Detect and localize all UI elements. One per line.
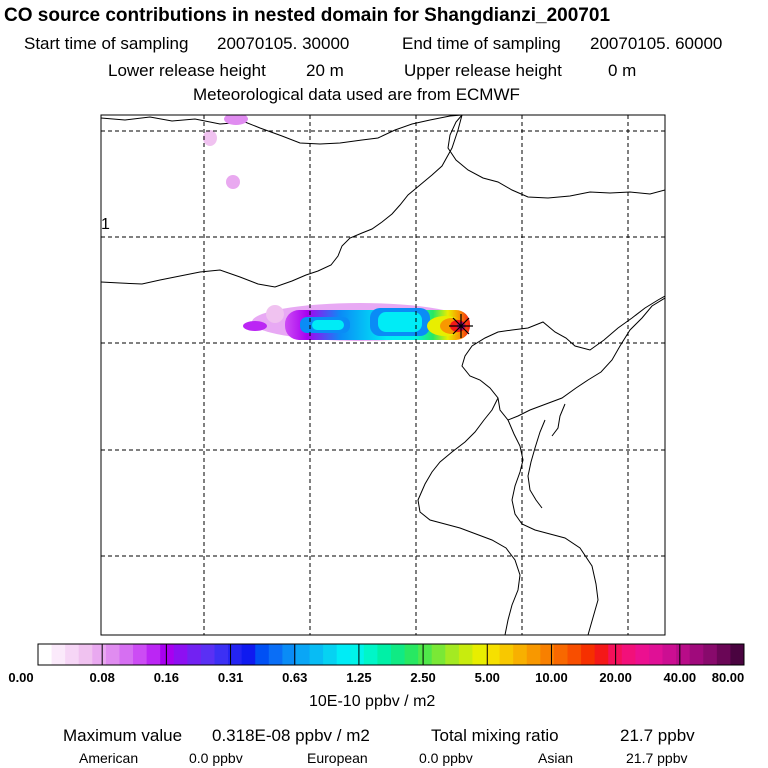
european-value: 0.0 ppbv	[419, 750, 473, 766]
end-time-label: End time of sampling	[402, 34, 561, 53]
colorbar-cell	[418, 644, 433, 665]
max-value-label: Maximum value	[63, 726, 183, 745]
colorbar-tick-label: 0.08	[89, 670, 115, 685]
colorbar-tick-label: 20.00	[599, 670, 632, 685]
colorbar-cell	[689, 644, 704, 665]
asian-label: Asian	[538, 750, 574, 766]
colorbar-cell	[146, 644, 161, 665]
colorbar-cell	[173, 644, 188, 665]
colorbar	[37, 643, 745, 666]
colorbar-cell	[716, 644, 731, 665]
colorbar-cell	[336, 644, 351, 665]
colorbar-cell	[648, 644, 664, 665]
colorbar-cell	[431, 644, 446, 665]
colorbar-tick-label: 1.25	[346, 670, 372, 685]
scattered-patches	[203, 115, 248, 189]
colorbar-cell	[581, 644, 596, 665]
colorbar-cell	[363, 644, 378, 665]
star-marker	[449, 314, 473, 338]
american-value: 0.0 ppbv	[189, 750, 243, 766]
colorbar-cell	[458, 644, 473, 665]
colorbar-cell	[676, 644, 691, 665]
colorbar-cell	[526, 644, 541, 665]
colorbar-cell	[160, 644, 175, 665]
colorbar-cell	[78, 644, 93, 665]
colorbar-cell	[92, 644, 107, 665]
colorbar-tick-label: 80.00	[711, 670, 745, 685]
colorbar-tick-label: 5.00	[474, 670, 500, 685]
colorbar-cell	[105, 644, 120, 665]
colorbar-cell	[51, 644, 66, 665]
upper-release-value: 0 m	[608, 61, 637, 80]
colorbar-cell	[703, 644, 718, 665]
colorbar-cell	[350, 644, 365, 665]
colorbar-cell	[662, 644, 677, 665]
max-value: 0.318E-08 ppbv / m2	[212, 726, 370, 745]
colorbar-cell	[499, 644, 514, 665]
colorbar-cell	[241, 644, 256, 665]
colorbar-cell	[214, 644, 229, 665]
colorbar-frame	[37, 643, 745, 666]
colorbar-cell	[282, 644, 297, 665]
colorbar-cell	[635, 644, 650, 665]
grid-lines	[101, 115, 665, 635]
colorbar-tick-label: 0.00	[8, 670, 34, 685]
colorbar-tick-label: 40.00	[663, 670, 697, 685]
colorbar-tick-label: 0.16	[153, 670, 180, 685]
colorbar-cell	[621, 644, 636, 665]
colorbar-tick-label: 2.50	[410, 670, 436, 685]
start-time-value: 20070105. 30000	[217, 34, 350, 53]
colorbar-cell	[553, 644, 568, 665]
colorbar-cell	[323, 644, 338, 665]
colorbar-cell	[228, 644, 243, 665]
colorbar-cell	[567, 644, 582, 665]
colorbar-cell	[391, 644, 406, 665]
colorbar-cell	[255, 644, 270, 665]
colorbar-unit: 10E-10 ppbv / m2	[309, 693, 436, 710]
american-label: American	[79, 750, 139, 766]
lower-release-label: Lower release height	[108, 61, 266, 80]
total-mixing-label: Total mixing ratio	[431, 726, 559, 745]
colorbar-cell	[513, 644, 528, 665]
map-frame	[100, 114, 666, 636]
coastline-lines	[101, 115, 665, 635]
colorbar-tick-label: 10.00	[535, 670, 568, 685]
colorbar-cell	[309, 644, 324, 665]
colorbar-cell	[377, 644, 392, 665]
colorbar-cell	[730, 644, 745, 665]
colorbar-cell	[295, 644, 311, 665]
colorbar-cell	[133, 644, 148, 665]
upper-release-label: Upper release height	[404, 61, 562, 80]
plot-title: CO source contributions in nested domain…	[4, 5, 611, 26]
colorbar-tick-label: 0.63	[282, 670, 308, 685]
start-time-label: Start time of sampling	[24, 34, 189, 53]
colorbar-cell	[472, 644, 487, 665]
colorbar-cell	[540, 644, 555, 665]
colorbar-cell	[445, 644, 460, 665]
colorbar-cell	[200, 644, 215, 665]
asian-value: 21.7 ppbv	[626, 750, 688, 766]
colorbar-cell	[65, 644, 80, 665]
plume	[243, 303, 470, 341]
colorbar-tick-label: 0.31	[217, 670, 244, 685]
colorbar-cell	[486, 644, 501, 665]
colorbar-cell	[268, 644, 283, 665]
end-time-value: 20070105. 60000	[590, 34, 723, 53]
colorbar-cell	[119, 644, 134, 665]
total-mixing-value: 21.7 ppbv	[620, 726, 695, 745]
met-data-line: Meteorological data used are from ECMWF	[193, 85, 520, 104]
lower-release-value: 20 m	[306, 61, 344, 80]
colorbar-cell	[38, 644, 53, 665]
colorbar-cell	[187, 644, 202, 665]
european-label: European	[307, 750, 368, 766]
grid-label: 1	[101, 216, 110, 233]
colorbar-cell	[594, 644, 609, 665]
colorbar-cell	[404, 644, 419, 665]
